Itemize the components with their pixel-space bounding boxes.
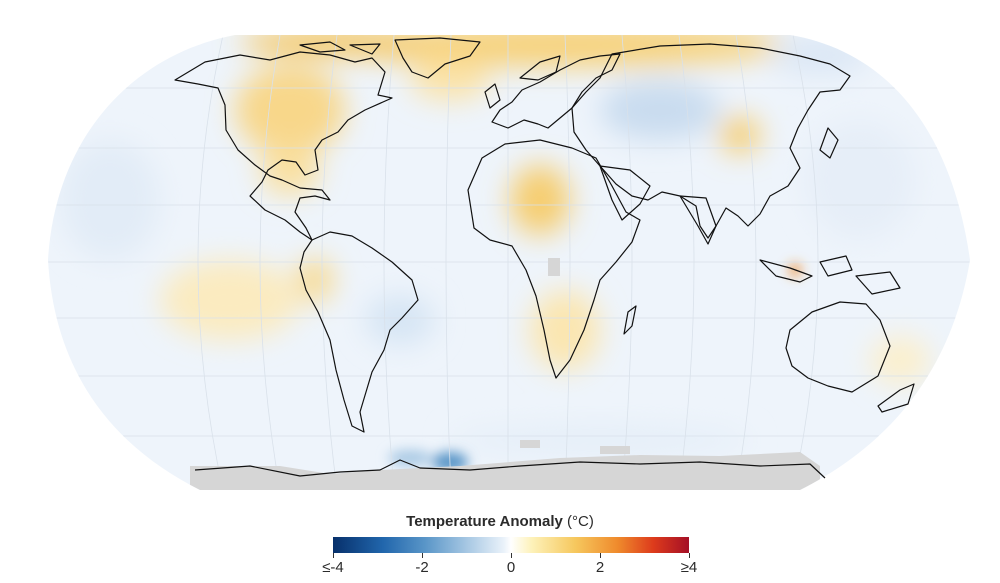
colorbar-tick-label: 2	[595, 559, 605, 576]
colorbar-tick-label: -2	[415, 559, 429, 576]
colorbar-tick	[422, 553, 423, 558]
globe-outline	[48, 35, 970, 490]
colorbar	[333, 537, 689, 553]
colorbar-tick-label: ≥4	[680, 559, 698, 576]
legend-unit: (°C)	[567, 513, 594, 530]
graticule	[48, 35, 970, 490]
temperature-anomaly-map	[48, 35, 970, 490]
greenland-coast	[394, 37, 481, 79]
australia-coast	[785, 301, 891, 393]
colorbar-tick-label: ≤-4	[322, 559, 344, 576]
world-map	[48, 35, 970, 490]
south-america-coast	[299, 231, 419, 433]
asia-coast	[571, 43, 851, 239]
colorbar-tick	[600, 553, 601, 558]
colorbar-tick	[511, 553, 512, 558]
antarctica-coast	[194, 459, 826, 479]
africa-coast	[467, 139, 641, 379]
legend-title: Temperature Anomaly (°C)	[0, 513, 1000, 530]
legend: Temperature Anomaly (°C) ≤-4 -2 0 2 ≥4	[0, 505, 1000, 583]
colorbar-tick-label: 0	[506, 559, 516, 576]
north-america-coast	[174, 51, 393, 241]
legend-title-text: Temperature Anomaly	[406, 513, 563, 530]
anomaly-field	[60, 35, 940, 454]
europe-coast	[491, 53, 621, 129]
coastlines	[174, 37, 915, 479]
colorbar-tick	[689, 553, 690, 558]
colorbar-tick	[333, 553, 334, 558]
